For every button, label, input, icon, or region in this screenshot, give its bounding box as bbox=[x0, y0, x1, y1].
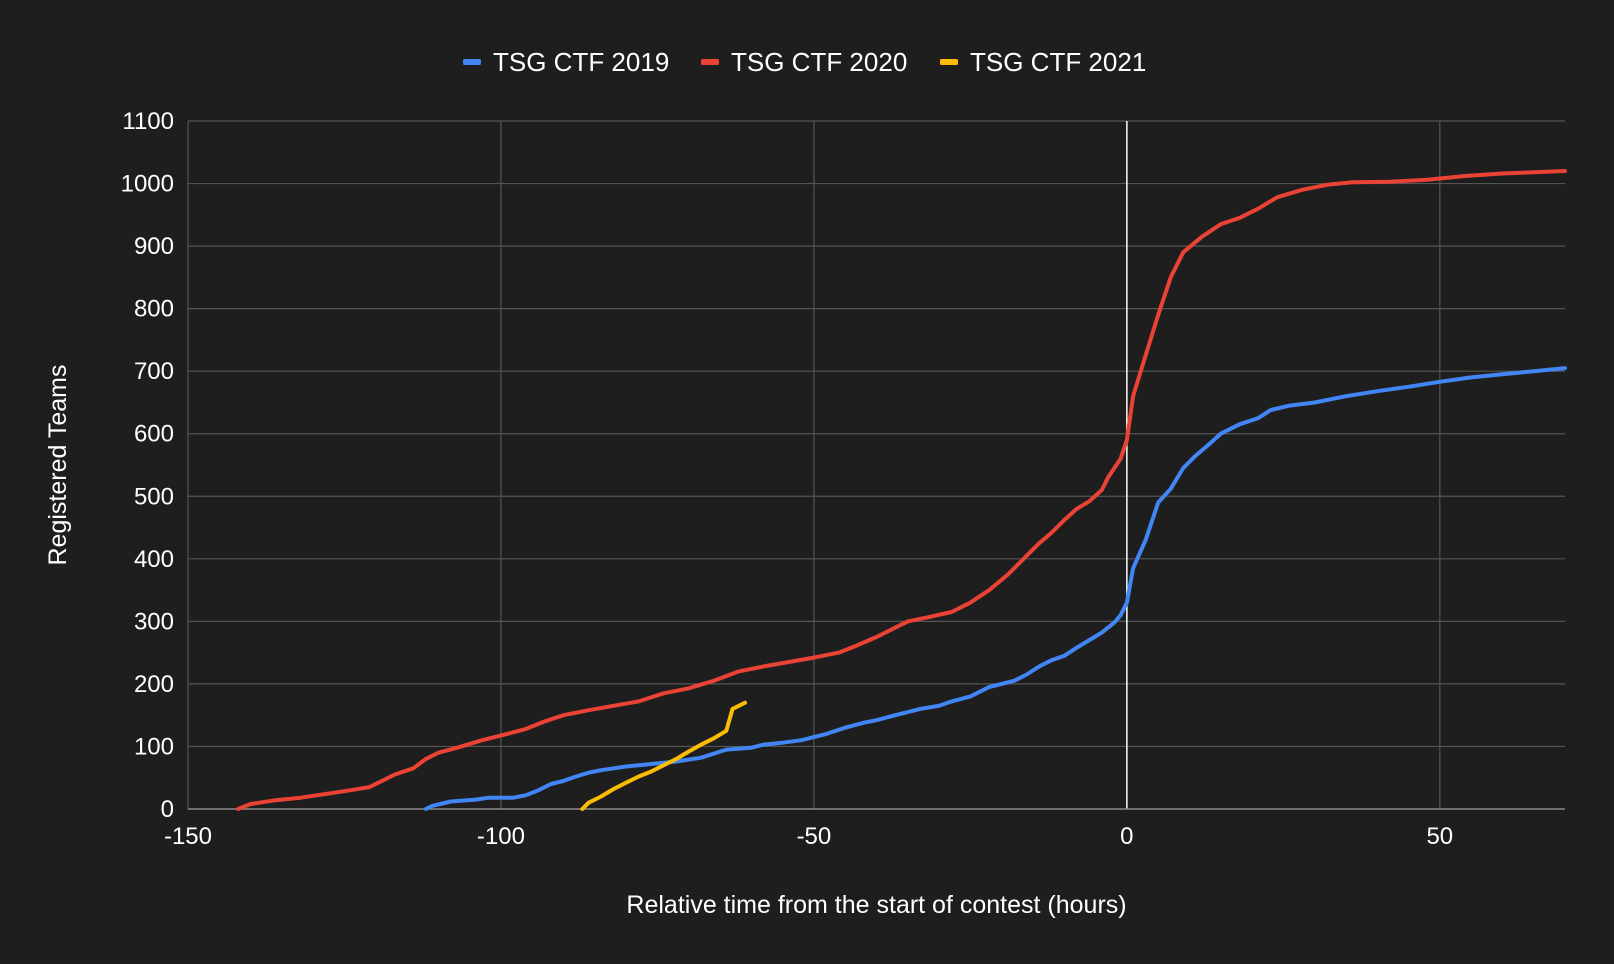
legend-label: TSG CTF 2021 bbox=[970, 47, 1146, 77]
y-tick-label: 700 bbox=[134, 358, 174, 385]
y-tick-label: 1100 bbox=[122, 108, 174, 135]
legend: TSG CTF 2019 TSG CTF 2020 TSG CTF 2021 bbox=[463, 47, 1146, 77]
y-tick-label: 800 bbox=[134, 296, 174, 323]
y-tick-label: 600 bbox=[134, 421, 174, 448]
y-tick-label: 300 bbox=[134, 608, 174, 635]
legend-label: TSG CTF 2019 bbox=[493, 47, 669, 77]
y-tick-label: 900 bbox=[134, 233, 174, 260]
x-tick-label: -100 bbox=[477, 823, 525, 850]
y-tick-label: 400 bbox=[134, 546, 174, 573]
y-tick-label: 100 bbox=[134, 733, 174, 760]
y-tick-label: 500 bbox=[134, 483, 174, 510]
series-lines bbox=[236, 169, 1567, 811]
x-tick-label: 0 bbox=[1120, 823, 1133, 850]
y-tick-label: 200 bbox=[134, 671, 174, 698]
axis-labels: Relative time from the start of contest … bbox=[44, 364, 1127, 919]
y-tick-label: 0 bbox=[161, 796, 174, 823]
legend-label: TSG CTF 2020 bbox=[731, 47, 907, 77]
y-tick-label: 1000 bbox=[121, 171, 174, 198]
series-line-3 bbox=[580, 700, 748, 811]
x-tick-label: -150 bbox=[164, 823, 212, 850]
series-line-1 bbox=[423, 366, 1567, 811]
x-tick-label: 50 bbox=[1426, 823, 1453, 850]
axes: 010020030040050060070080090010001100-150… bbox=[121, 108, 1565, 850]
series-line-2 bbox=[236, 169, 1567, 811]
x-tick-label: -50 bbox=[797, 823, 832, 850]
x-axis-title: Relative time from the start of contest … bbox=[626, 891, 1126, 919]
y-axis-title: Registered Teams bbox=[44, 364, 72, 565]
legend-swatch bbox=[940, 59, 958, 65]
legend-swatch bbox=[463, 59, 481, 65]
grid bbox=[187, 120, 1565, 809]
legend-swatch bbox=[701, 59, 719, 65]
